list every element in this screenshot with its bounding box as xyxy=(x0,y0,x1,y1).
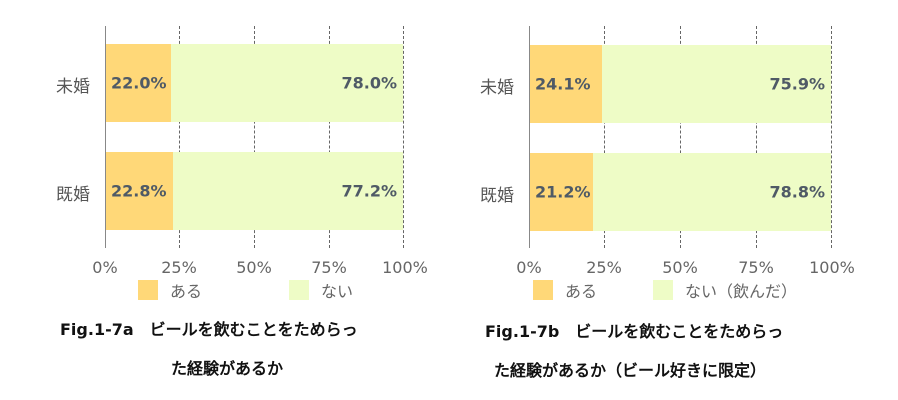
bar-segment-yes: 24.1% xyxy=(529,45,602,123)
legend-item-yes: ある xyxy=(533,278,597,302)
legend-swatch-yes xyxy=(533,280,553,300)
bar-segment-no: 77.2% xyxy=(172,152,403,230)
x-tick-label: 25% xyxy=(161,258,197,277)
bar-segment-yes: 22.8% xyxy=(105,152,173,230)
legend-swatch-yes xyxy=(138,280,158,300)
x-tick-label: 100% xyxy=(382,258,428,277)
gridline-75 xyxy=(756,26,757,248)
legend-swatch-no xyxy=(653,280,673,300)
gridline-100 xyxy=(403,26,404,248)
legend-label: ある xyxy=(565,282,598,301)
legend-label: ない xyxy=(321,282,354,301)
x-tick-label: 50% xyxy=(236,258,272,277)
plot-area: 24.1% 75.9% 21.2% 78.8% xyxy=(529,26,832,248)
gridline-25 xyxy=(604,26,605,248)
legend-item-no: ない（飲んだ） xyxy=(653,278,797,302)
x-tick-label: 25% xyxy=(586,258,622,277)
plot-area: 22.0% 78.0% 22.8% 77.2% xyxy=(105,26,404,248)
gridline-50 xyxy=(254,26,255,248)
bar-married: 21.2% 78.8% xyxy=(529,153,831,231)
x-tick-label: 0% xyxy=(92,258,118,277)
legend-swatch-no xyxy=(289,280,309,300)
category-label: 未婚 xyxy=(480,78,514,98)
chart-panel-a: 22.0% 78.0% 22.8% 77.2% 未婚 既婚 0% 25% 50%… xyxy=(56,26,428,378)
gridline-50 xyxy=(680,26,681,248)
category-label: 既婚 xyxy=(56,185,90,205)
bar-segment-yes: 22.0% xyxy=(105,44,171,122)
x-tick-label: 100% xyxy=(809,258,855,277)
value-label: 22.8% xyxy=(111,181,167,201)
bar-married: 22.8% 77.2% xyxy=(105,152,403,230)
category-label: 未婚 xyxy=(56,77,90,97)
gridline-25 xyxy=(179,26,180,248)
value-label: 78.0% xyxy=(341,73,397,93)
figure-caption-line2: た経験があるか（ビール好きに限定） xyxy=(494,361,767,380)
x-tick-label: 0% xyxy=(516,258,542,277)
chart-panel-b: 24.1% 75.9% 21.2% 78.8% 未婚 既婚 0% 25% 50%… xyxy=(449,0,898,400)
bar-unmarried: 24.1% 75.9% xyxy=(529,45,831,123)
bar-unmarried: 22.0% 78.0% xyxy=(105,44,403,122)
legend-item-yes: ある xyxy=(138,278,202,302)
value-label: 75.9% xyxy=(769,74,825,94)
value-label: 21.2% xyxy=(535,182,591,202)
figure-caption-line1: Fig.1-7a ビールを飲むことをためらっ xyxy=(60,320,358,339)
gridline-75 xyxy=(329,26,330,248)
x-tick-label: 75% xyxy=(311,258,347,277)
y-axis-line xyxy=(105,26,106,248)
legend-label: ない（飲んだ） xyxy=(685,282,798,301)
value-label: 22.0% xyxy=(111,73,167,93)
legend-label: ある xyxy=(170,282,203,301)
x-tick-label: 75% xyxy=(738,258,774,277)
bar-segment-no: 78.8% xyxy=(593,153,831,231)
bar-segment-no: 78.0% xyxy=(170,44,403,122)
figure-caption-line1: Fig.1-7b ビールを飲むことをためらっ xyxy=(485,322,784,341)
value-label: 78.8% xyxy=(769,182,825,202)
category-label: 既婚 xyxy=(480,186,514,206)
bar-segment-no: 75.9% xyxy=(601,45,831,123)
value-label: 24.1% xyxy=(535,74,591,94)
gridline-100 xyxy=(831,26,832,248)
x-tick-label: 50% xyxy=(662,258,698,277)
value-label: 77.2% xyxy=(341,181,397,201)
legend-item-no: ない xyxy=(289,278,353,302)
bar-segment-yes: 21.2% xyxy=(529,153,594,231)
figure-caption-line2: た経験があるか xyxy=(171,359,284,378)
y-axis-line xyxy=(529,26,530,248)
